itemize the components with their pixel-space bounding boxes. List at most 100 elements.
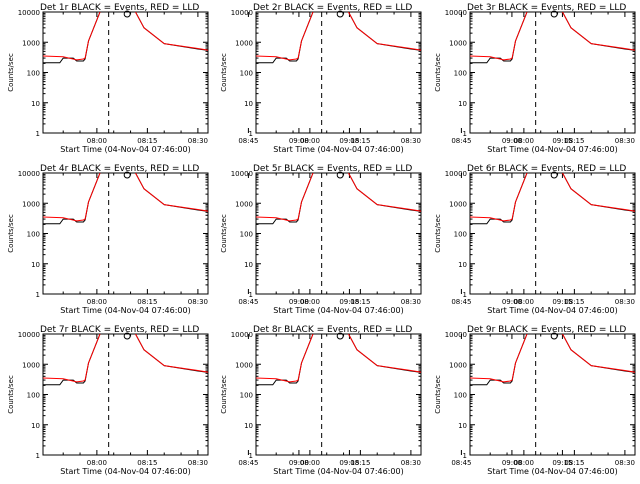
x-tick-label: 08:30 xyxy=(615,459,635,467)
y-tick-label: 100 xyxy=(454,231,467,239)
plot-area xyxy=(470,12,635,133)
x-tick-label: 08:15 xyxy=(564,137,584,145)
y-tick-label: 10 xyxy=(458,100,467,108)
y-tick-label: 1000 xyxy=(449,39,467,47)
y-tick-label: 10000 xyxy=(445,9,467,17)
y-tick-label: 10000 xyxy=(231,9,253,17)
panel-4: Det 4r BLACK = Events, RED = LLD11010010… xyxy=(7,164,360,315)
y-tick-label: 1000 xyxy=(22,361,40,369)
x-tick-label: 08:00 xyxy=(300,298,320,306)
plot-frame xyxy=(469,333,636,456)
y-tick-label: 10000 xyxy=(445,170,467,178)
flare-marker xyxy=(550,332,558,340)
plot-frame xyxy=(469,11,636,134)
y-axis-label: Counts/sec xyxy=(434,375,442,414)
y-tick-label: 10000 xyxy=(231,170,253,178)
y-tick-label: 100 xyxy=(240,70,253,78)
lld-series-line xyxy=(43,334,208,383)
panel-9: Det 9r BLACK = Events, RED = LLD 1 10 100 10… xyxy=(434,325,636,476)
x-tick-label: 08:15 xyxy=(137,459,157,467)
plot-frame xyxy=(42,172,209,295)
y-axis-label: Counts/sec xyxy=(220,53,228,92)
lld-series-line xyxy=(470,173,635,222)
flare-marker xyxy=(336,332,344,340)
y-axis-label: Counts/sec xyxy=(220,214,228,253)
panel-title: Det 1r BLACK = Events, RED = LLD xyxy=(40,3,199,13)
x-tick-label: 08:30 xyxy=(615,137,635,145)
x-tick-label: 08:00 xyxy=(87,459,107,467)
flare-marker xyxy=(336,171,344,179)
panel-title: Det 9r BLACK = Events, RED = LLD xyxy=(467,325,626,335)
flare-marker xyxy=(123,332,131,340)
y-tick-label: 1000 xyxy=(235,200,253,208)
panel-7: Det 7r BLACK = Events, RED = LLD11010010… xyxy=(7,325,360,476)
x-tick-label: 09:15 xyxy=(339,137,359,145)
plot-area xyxy=(256,173,421,294)
x-axis-label: Start Time (04-Nov-04 07:46:00) xyxy=(273,467,403,476)
y-tick-label: 10 xyxy=(31,100,40,108)
x-axis-label: Start Time (04-Nov-04 07:46:00) xyxy=(273,306,403,315)
y-tick-label: 100 xyxy=(27,70,40,78)
panel-8: Det 8r BLACK = Events, RED = LLD 1 10 100 10… xyxy=(220,325,573,476)
x-tick-label: 09:00 xyxy=(289,137,309,145)
lld-series-line xyxy=(256,173,421,222)
x-tick-label: 08:00 xyxy=(514,298,534,306)
y-tick-label: 10 xyxy=(458,261,467,269)
x-tick-label: 08:30 xyxy=(401,137,421,145)
y-tick-label: 100 xyxy=(454,70,467,78)
x-tick-label: 09:00 xyxy=(289,459,309,467)
y-tick-label: 100 xyxy=(240,392,253,400)
y-tick-label: 1 xyxy=(463,130,467,138)
panel-3: Det 3r BLACK = Events, RED = LLD 1 10 100 10… xyxy=(434,3,636,154)
y-tick-label: 1 xyxy=(249,130,253,138)
plot-area xyxy=(256,12,421,133)
x-tick-label: 08:00 xyxy=(514,137,534,145)
y-tick-label: 1000 xyxy=(22,39,40,47)
x-tick-label: 09:15 xyxy=(339,298,359,306)
x-tick-label: 09:15 xyxy=(339,459,359,467)
x-tick-label: 08:30 xyxy=(188,298,208,306)
x-tick-label: 08:00 xyxy=(87,137,107,145)
x-axis-label: Start Time (04-Nov-04 07:46:00) xyxy=(60,306,190,315)
y-tick-label: 10000 xyxy=(18,170,40,178)
plot-frame xyxy=(42,11,209,134)
y-tick-label: 1 xyxy=(463,452,467,460)
y-tick-label: 1 xyxy=(249,291,253,299)
x-tick-label: 08:15 xyxy=(350,459,370,467)
x-tick-label: 09:00 xyxy=(289,298,309,306)
y-axis-label: Counts/sec xyxy=(434,53,442,92)
y-tick-label: 10000 xyxy=(18,9,40,17)
panel-title: Det 8r BLACK = Events, RED = LLD xyxy=(253,325,412,335)
y-tick-label: 10 xyxy=(244,261,253,269)
flare-marker xyxy=(550,171,558,179)
y-tick-label: 1000 xyxy=(449,200,467,208)
lld-series-line xyxy=(470,12,635,61)
x-tick-label: 08:45 xyxy=(451,459,471,467)
lld-series-line xyxy=(470,334,635,383)
flare-marker xyxy=(336,10,344,18)
x-axis-label: Start Time (04-Nov-04 07:46:00) xyxy=(60,145,190,154)
x-tick-label: 08:45 xyxy=(451,137,471,145)
panel-title: Det 4r BLACK = Events, RED = LLD xyxy=(40,164,199,174)
plot-frame xyxy=(255,333,422,456)
plot-area xyxy=(43,12,208,133)
flare-marker xyxy=(123,171,131,179)
y-tick-label: 1000 xyxy=(449,361,467,369)
x-axis-label: Start Time (04-Nov-04 07:46:00) xyxy=(487,145,617,154)
panel-6: Det 6r BLACK = Events, RED = LLD 1 10 100 10… xyxy=(434,164,636,315)
plot-frame xyxy=(42,333,209,456)
x-tick-label: 08:30 xyxy=(188,459,208,467)
x-tick-label: 08:15 xyxy=(564,459,584,467)
y-tick-label: 10000 xyxy=(445,331,467,339)
x-tick-label: 08:45 xyxy=(238,298,258,306)
y-tick-label: 10 xyxy=(244,422,253,430)
lld-series-line xyxy=(256,334,421,383)
x-axis-label: Start Time (04-Nov-04 07:46:00) xyxy=(487,306,617,315)
panel-title: Det 7r BLACK = Events, RED = LLD xyxy=(40,325,199,335)
plot-area xyxy=(470,334,635,455)
y-tick-label: 1 xyxy=(463,291,467,299)
y-tick-label: 100 xyxy=(454,392,467,400)
y-tick-label: 10000 xyxy=(18,331,40,339)
x-tick-label: 09:15 xyxy=(552,298,572,306)
